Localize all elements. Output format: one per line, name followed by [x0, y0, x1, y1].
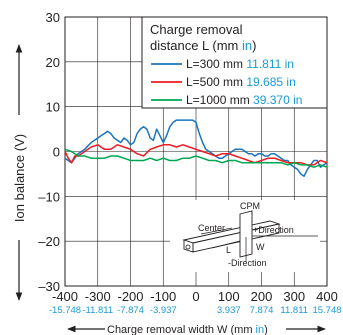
y-axis-label-group: Ion balance (V)	[12, 44, 27, 301]
inset-diagram: CPM Center +Direction W L -Direction	[170, 200, 320, 272]
x-tick-label-mm: 100	[218, 289, 240, 304]
legend-entries: L=300 mm 11.811 in L=500 mm 19.685 in L=10…	[151, 57, 302, 107]
legend-label-2: L=500 mm 19.685 in	[186, 75, 296, 89]
x-tick-label-in: -7.874	[117, 305, 144, 316]
x-tick-label-mm: 300	[283, 289, 305, 304]
x-axis-label-unit: in	[256, 324, 265, 335]
y-tick-label: –30	[38, 279, 60, 294]
series-line-2	[64, 144, 328, 166]
inset-label-minus-direction: -Direction	[228, 258, 267, 268]
y-tick-label: 10	[46, 100, 60, 115]
legend-label-1: L=300 mm 11.811 in	[186, 57, 294, 71]
legend-title-line1: Charge removal	[150, 22, 243, 37]
x-axis-label-main: Charge removal width W (mm	[107, 324, 256, 335]
x-axis-label-close: )	[264, 324, 268, 335]
x-tick-label-mm: 0	[192, 289, 199, 304]
x-tick-label-mm: 400	[316, 289, 338, 304]
x-tick-label-mm: -400	[52, 289, 78, 304]
x-tick-label-in: 11.811	[280, 305, 308, 316]
x-axis-label-group: Charge removal width W (mm in)	[67, 324, 326, 335]
y-tick-label: 20	[46, 55, 60, 70]
series-layer	[64, 119, 328, 177]
y-tick-label: 0	[53, 145, 60, 160]
legend-title-line2: distance L (mm in)	[150, 38, 256, 53]
inset-label-cpm: CPM	[240, 201, 260, 211]
inset-center-line	[200, 227, 233, 235]
x-tick-labels: -400-15.748 -300-11.811 -200-7.874 -100-3.9…	[49, 289, 342, 316]
x-tick-label-in: 7.874	[250, 305, 274, 316]
legend-box	[141, 16, 328, 109]
inset-l-line	[211, 240, 241, 249]
x-tick-label-in: 3.937	[217, 305, 241, 316]
x-tick-label-mm: -200	[117, 289, 143, 304]
legend-title-line2-close: )	[252, 38, 256, 53]
x-tick-label-in: -11.811	[82, 305, 113, 316]
inset-label-w: W	[256, 242, 265, 252]
x-tick-label-mm: -100	[150, 289, 176, 304]
legend-title-line2-unit: in	[242, 38, 252, 53]
legend: Charge removal distance L (mm in) L=300 …	[141, 16, 328, 109]
legend-label-3: L=1000 mm 39.370 in	[186, 93, 302, 107]
legend-title-line2-main: distance L (mm	[150, 38, 242, 53]
x-tick-label-in: 15.748	[312, 305, 341, 316]
y-tick-label: –20	[38, 234, 60, 249]
y-axis-label: Ion balance (V)	[12, 134, 27, 222]
x-tick-label-in: -3.937	[150, 305, 177, 316]
y-tick-label: –10	[38, 189, 60, 204]
y-tick-labels: 30 20 10 0 –10 –20 –30	[38, 10, 60, 294]
y-tick-label: 30	[46, 10, 60, 25]
series-line-1	[64, 119, 328, 177]
series-line-3	[64, 148, 328, 168]
x-axis-label: Charge removal width W (mm in)	[107, 324, 268, 335]
inset-label-l: L	[226, 245, 231, 255]
x-tick-label-mm: 200	[251, 289, 273, 304]
inset-connector-icon	[185, 244, 191, 250]
inset-label-plus-direction: +Direction	[253, 225, 294, 235]
x-tick-label-in: -15.748	[49, 305, 81, 316]
x-tick-label-mm: -300	[85, 289, 111, 304]
inset-cpm-plate	[239, 210, 253, 258]
inset-label-center: Center	[198, 223, 225, 233]
